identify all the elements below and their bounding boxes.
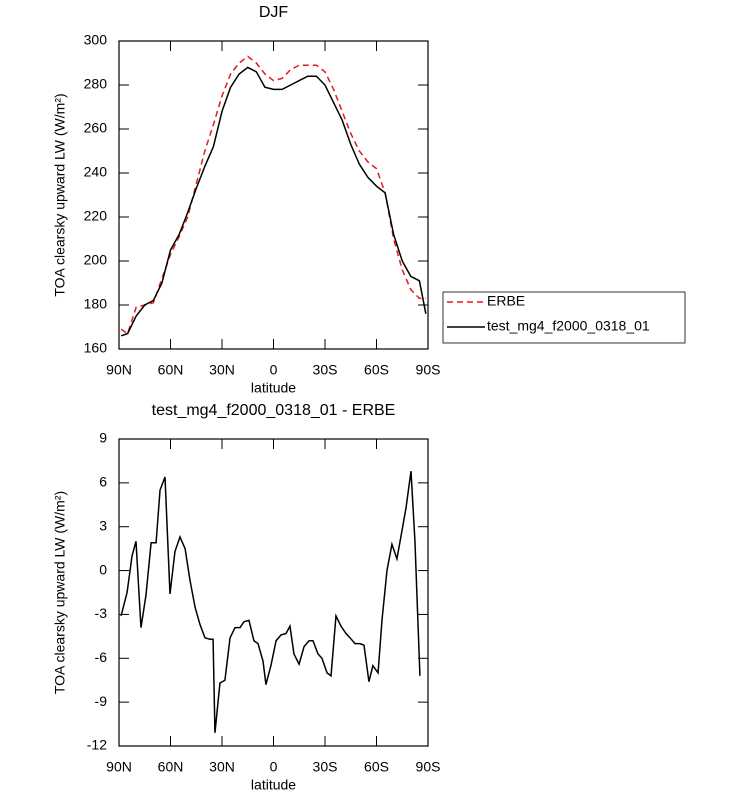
- x-tick-label: 30S: [313, 362, 338, 378]
- y-tick-label: 0: [99, 561, 107, 577]
- x-tick-label: 60N: [158, 759, 184, 775]
- x-tick-label: 60S: [364, 362, 389, 378]
- y-tick-label: 300: [84, 32, 108, 48]
- x-tick-label: 30N: [209, 759, 235, 775]
- x-tick-label: 60N: [158, 362, 184, 378]
- y-tick-label: 200: [84, 252, 108, 268]
- y-tick-label: 260: [84, 120, 108, 136]
- plot-frame: [118, 40, 429, 350]
- x-tick-label: 90N: [106, 759, 132, 775]
- y-tick-label: 9: [99, 430, 107, 446]
- y-axis-label: TOA clearsky upward LW (W/m²): [52, 491, 68, 694]
- data-line: [120, 471, 421, 733]
- y-tick-label: -9: [95, 693, 108, 709]
- data-line: [120, 66, 427, 337]
- x-axis-label: latitude: [251, 380, 296, 396]
- x-axis-label: latitude: [251, 777, 296, 793]
- x-tick-label: 90N: [106, 362, 132, 378]
- legend-box: [442, 291, 686, 344]
- y-tick-label: 220: [84, 208, 108, 224]
- x-tick-label: 60S: [364, 759, 389, 775]
- x-tick-label: 0: [270, 759, 278, 775]
- x-tick-label: 90S: [416, 362, 441, 378]
- chart-title: DJF: [259, 4, 289, 21]
- y-tick-label: 240: [84, 164, 108, 180]
- y-axis-label: TOA clearsky upward LW (W/m²): [52, 93, 68, 296]
- y-tick-label: 180: [84, 296, 108, 312]
- x-tick-label: 0: [270, 362, 278, 378]
- x-tick-label: 90S: [416, 759, 441, 775]
- x-tick-label: 30N: [209, 362, 235, 378]
- legend-label: test_mg4_f2000_0318_01: [487, 318, 650, 334]
- y-tick-label: -12: [87, 737, 107, 753]
- legend-label: ERBE: [487, 293, 525, 309]
- y-tick-label: -6: [95, 649, 108, 665]
- data-line: [120, 55, 426, 335]
- y-tick-label: 6: [99, 474, 107, 490]
- x-tick-label: 30S: [313, 759, 338, 775]
- y-tick-label: 280: [84, 76, 108, 92]
- y-tick-label: -3: [95, 605, 108, 621]
- y-tick-label: 3: [99, 517, 107, 533]
- chart-title: test_mg4_f2000_0318_01 - ERBE: [152, 402, 396, 419]
- y-tick-label: 160: [84, 340, 108, 356]
